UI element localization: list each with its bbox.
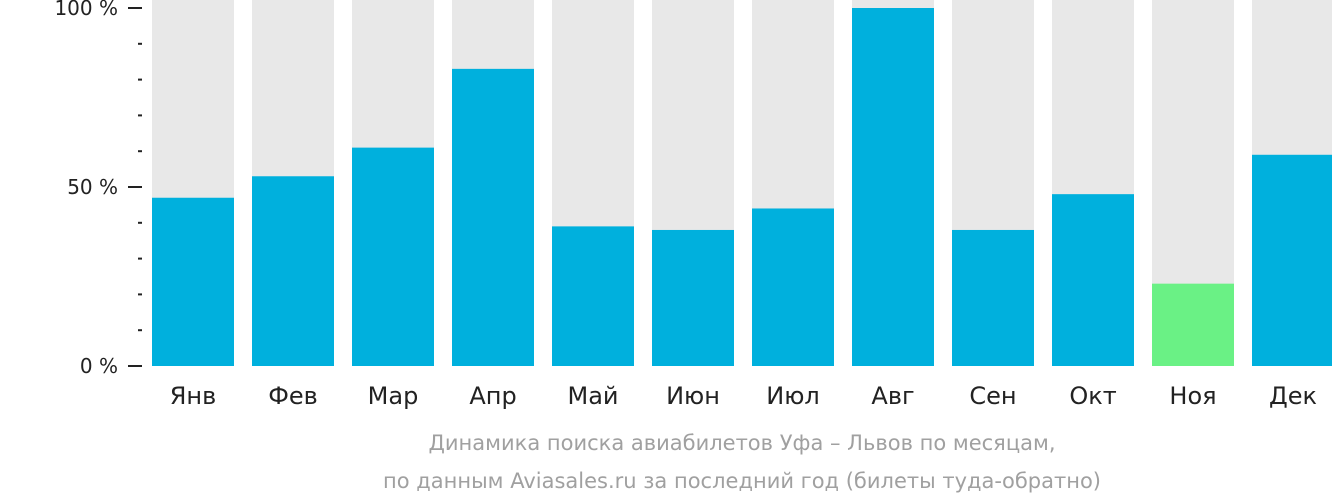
chart-caption-line-2: по данным Aviasales.ru за последний год … [383,469,1101,493]
bar [1252,154,1332,366]
bar [652,229,734,366]
bar [352,147,434,366]
bar [452,68,534,367]
x-tick-label: Мар [368,382,419,410]
bar [552,226,634,366]
chart-caption-line-1: Динамика поиска авиабилетов Уфа – Львов … [428,431,1056,455]
bar [152,197,234,366]
x-tick-label: Дек [1269,382,1317,410]
x-tick-label: Июл [766,382,820,410]
bar [952,229,1034,366]
x-tick-label: Май [567,382,618,410]
y-tick-label: 100 % [54,0,118,20]
x-axis-labels: Янв Фев Мар Апр Май Июн Июл Авг Сен Окт Ноя Дек [170,382,1317,410]
x-tick-label: Апр [469,382,516,410]
x-tick-label: Янв [170,382,217,410]
bar-highlight [1152,283,1234,366]
bar [752,208,834,366]
x-tick-label: Авг [871,382,914,410]
y-tick-label: 50 % [67,175,118,199]
bars [152,0,1332,367]
bar [252,176,334,366]
y-tick-label: 0 % [80,354,118,378]
x-tick-label: Фев [268,382,318,410]
x-tick-label: Окт [1069,382,1116,410]
bar [1052,194,1134,366]
x-tick-label: Сен [969,382,1016,410]
bar [852,8,934,366]
x-tick-label: Июн [666,382,720,410]
y-axis: 100 % 50 % 0 % [54,0,142,378]
x-tick-label: Ноя [1169,382,1216,410]
